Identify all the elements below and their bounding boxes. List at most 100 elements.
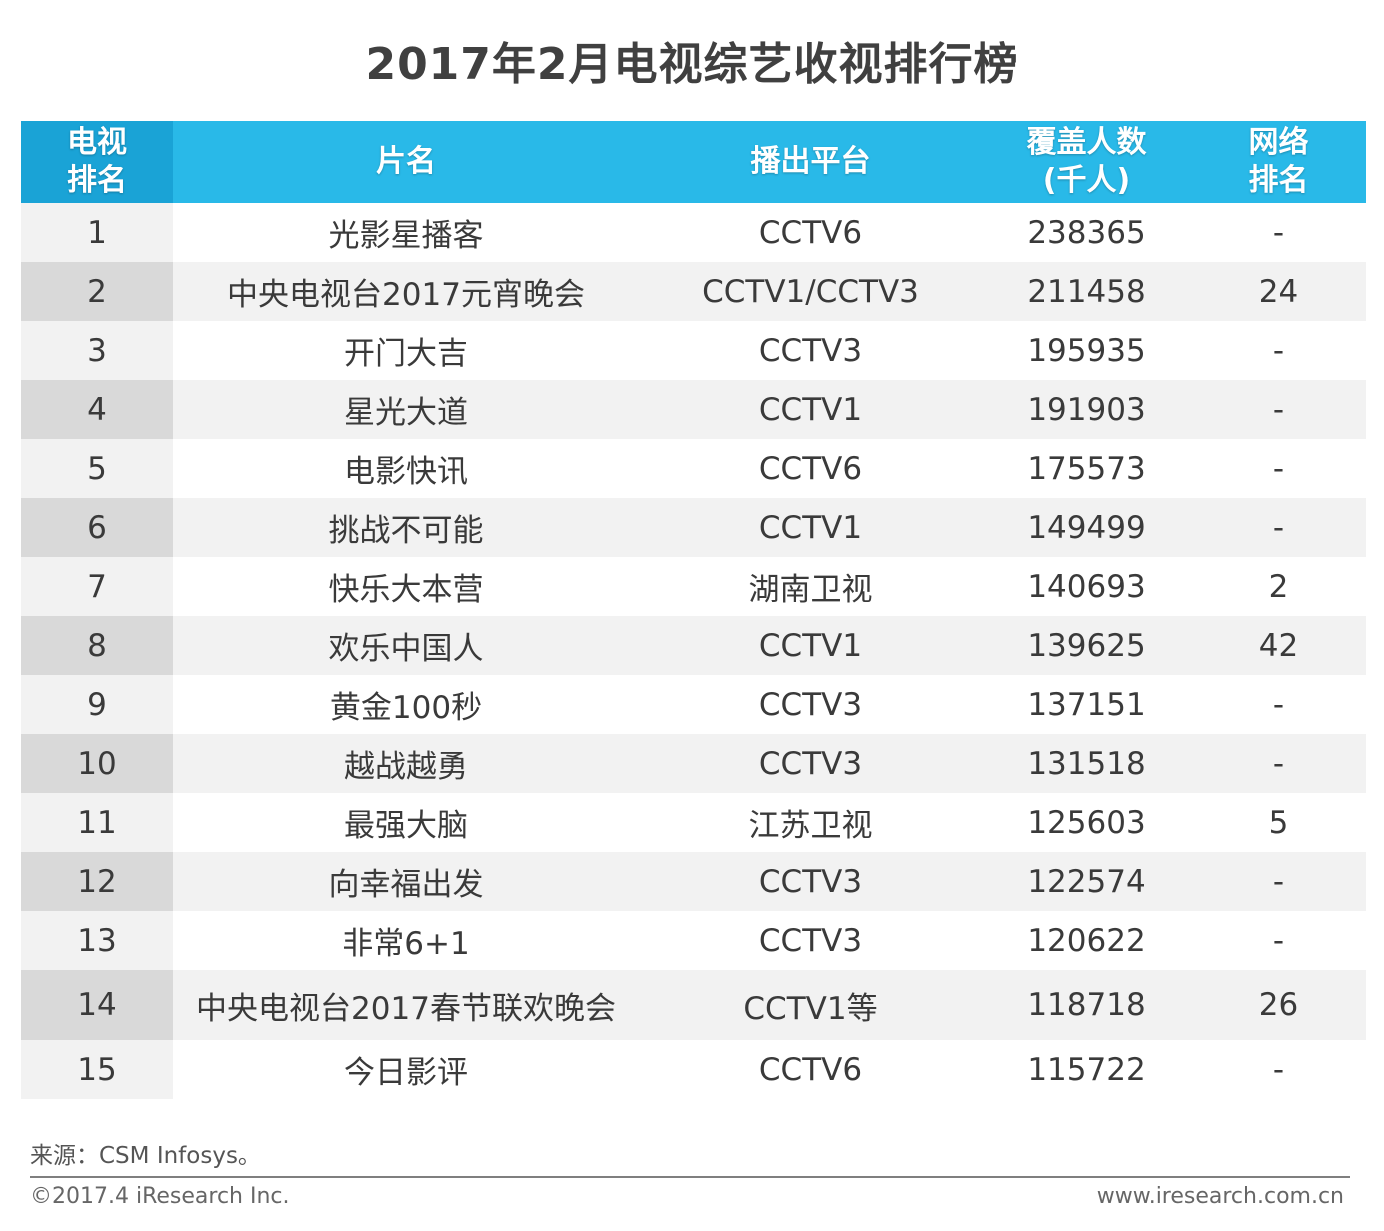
- cell-name: 星光大道: [173, 380, 639, 439]
- cell-web-rank: -: [1191, 439, 1366, 498]
- copyright: ©2017.4 iResearch Inc.: [30, 1184, 290, 1209]
- header-tv-rank: 电视 排名: [21, 121, 173, 203]
- cell-name: 最强大脑: [173, 793, 639, 852]
- page-title: 2017年2月电视综艺收视排行榜: [365, 39, 1019, 90]
- table-row: 3 开门大吉 CCTV3 195935-: [21, 321, 1366, 380]
- cell-coverage: 195935: [982, 321, 1191, 380]
- cell-name: 电影快讯: [173, 439, 639, 498]
- website: www.iresearch.com.cn: [1096, 1184, 1344, 1209]
- table-row: 6 挑战不可能 CCTV1 149499-: [21, 498, 1366, 557]
- table-row: 8 欢乐中国人 CCTV1 139625 42: [21, 616, 1366, 675]
- cell-tv-rank: 5: [21, 439, 173, 498]
- cell-web-rank: -: [1191, 321, 1366, 380]
- table-row: 13 非常6+1 CCTV3 120622-: [21, 911, 1366, 970]
- cell-platform: CCTV3: [639, 911, 982, 970]
- cell-web-rank: 24: [1191, 262, 1366, 321]
- cell-tv-rank: 13: [21, 911, 173, 970]
- cell-web-rank: 2: [1191, 557, 1366, 616]
- cell-tv-rank: 10: [21, 734, 173, 793]
- table-body: 1 光影星播客 CCTV6 238365-2 中央电视台2017元宵晚会 CCTV1/CC…: [21, 203, 1366, 1099]
- cell-web-rank: -: [1191, 1040, 1366, 1099]
- cell-platform: CCTV6: [639, 203, 982, 262]
- cell-coverage: 238365: [982, 203, 1191, 262]
- cell-platform: CCTV6: [639, 439, 982, 498]
- cell-web-rank: -: [1191, 852, 1366, 911]
- footer-divider: [30, 1176, 1350, 1178]
- table-row: 14 中央电视台2017春节联欢晚会 CCTV1等 118718 26: [21, 970, 1366, 1040]
- cell-web-rank: -: [1191, 203, 1366, 262]
- cell-platform: 湖南卫视: [639, 557, 982, 616]
- cell-name: 黄金100秒: [173, 675, 639, 734]
- cell-name: 开门大吉: [173, 321, 639, 380]
- cell-tv-rank: 9: [21, 675, 173, 734]
- cell-coverage: 149499: [982, 498, 1191, 557]
- cell-name: 欢乐中国人: [173, 616, 639, 675]
- cell-platform: CCTV3: [639, 852, 982, 911]
- cell-coverage: 137151: [982, 675, 1191, 734]
- table-row: 5 电影快讯 CCTV6 175573-: [21, 439, 1366, 498]
- cell-tv-rank: 12: [21, 852, 173, 911]
- cell-coverage: 140693: [982, 557, 1191, 616]
- cell-coverage: 191903: [982, 380, 1191, 439]
- cell-name: 越战越勇: [173, 734, 639, 793]
- source-note: 来源：CSM Infosys。: [30, 1143, 261, 1169]
- ranking-table: 电视 排名 片名 播出平台 覆盖人数 (千人) 网络 排名 1 光影星播客 CCTV…: [21, 121, 1366, 1099]
- cell-tv-rank: 3: [21, 321, 173, 380]
- cell-platform: CCTV3: [639, 734, 982, 793]
- cell-tv-rank: 15: [21, 1040, 173, 1099]
- cell-platform: CCTV1/CCTV3: [639, 262, 982, 321]
- cell-tv-rank: 4: [21, 380, 173, 439]
- cell-web-rank: 26: [1191, 970, 1366, 1040]
- cell-platform: CCTV3: [639, 675, 982, 734]
- header-name: 片名: [173, 121, 639, 203]
- cell-tv-rank: 11: [21, 793, 173, 852]
- cell-name: 中央电视台2017元宵晚会: [173, 262, 639, 321]
- table-header: 电视 排名 片名 播出平台 覆盖人数 (千人) 网络 排名: [21, 121, 1366, 203]
- header-platform: 播出平台: [639, 121, 982, 203]
- header-coverage: 覆盖人数 (千人): [982, 121, 1191, 203]
- header-web-rank: 网络 排名: [1191, 121, 1366, 203]
- cell-coverage: 125603: [982, 793, 1191, 852]
- cell-coverage: 139625: [982, 616, 1191, 675]
- cell-coverage: 115722: [982, 1040, 1191, 1099]
- cell-coverage: 118718: [982, 970, 1191, 1040]
- cell-platform: CCTV1等: [639, 970, 982, 1040]
- cell-tv-rank: 7: [21, 557, 173, 616]
- cell-name: 中央电视台2017春节联欢晚会: [173, 970, 639, 1040]
- cell-name: 非常6+1: [173, 911, 639, 970]
- table-row: 15 今日影评 CCTV6 115722-: [21, 1040, 1366, 1099]
- cell-web-rank: -: [1191, 498, 1366, 557]
- table-row: 1 光影星播客 CCTV6 238365-: [21, 203, 1366, 262]
- cell-platform: CCTV1: [639, 498, 982, 557]
- cell-name: 快乐大本营: [173, 557, 639, 616]
- table-row: 7 快乐大本营 湖南卫视 140693 2: [21, 557, 1366, 616]
- table-row: 12 向幸福出发 CCTV3 122574-: [21, 852, 1366, 911]
- cell-web-rank: -: [1191, 734, 1366, 793]
- cell-tv-rank: 6: [21, 498, 173, 557]
- cell-coverage: 120622: [982, 911, 1191, 970]
- cell-coverage: 175573: [982, 439, 1191, 498]
- cell-name: 挑战不可能: [173, 498, 639, 557]
- cell-tv-rank: 8: [21, 616, 173, 675]
- table-row: 4 星光大道 CCTV1 191903-: [21, 380, 1366, 439]
- cell-tv-rank: 2: [21, 262, 173, 321]
- cell-web-rank: -: [1191, 911, 1366, 970]
- cell-web-rank: -: [1191, 380, 1366, 439]
- cell-coverage: 122574: [982, 852, 1191, 911]
- cell-web-rank: 5: [1191, 793, 1366, 852]
- cell-coverage: 211458: [982, 262, 1191, 321]
- cell-web-rank: 42: [1191, 616, 1366, 675]
- cell-name: 向幸福出发: [173, 852, 639, 911]
- cell-tv-rank: 14: [21, 970, 173, 1040]
- table-row: 11 最强大脑 江苏卫视 125603 5: [21, 793, 1366, 852]
- table-row: 9 黄金100秒 CCTV3 137151-: [21, 675, 1366, 734]
- table-row: 2 中央电视台2017元宵晚会 CCTV1/CCTV3 211458 24: [21, 262, 1366, 321]
- cell-coverage: 131518: [982, 734, 1191, 793]
- cell-platform: CCTV6: [639, 1040, 982, 1099]
- cell-platform: 江苏卫视: [639, 793, 982, 852]
- cell-tv-rank: 1: [21, 203, 173, 262]
- cell-name: 今日影评: [173, 1040, 639, 1099]
- cell-name: 光影星播客: [173, 203, 639, 262]
- cell-platform: CCTV3: [639, 321, 982, 380]
- cell-platform: CCTV1: [639, 616, 982, 675]
